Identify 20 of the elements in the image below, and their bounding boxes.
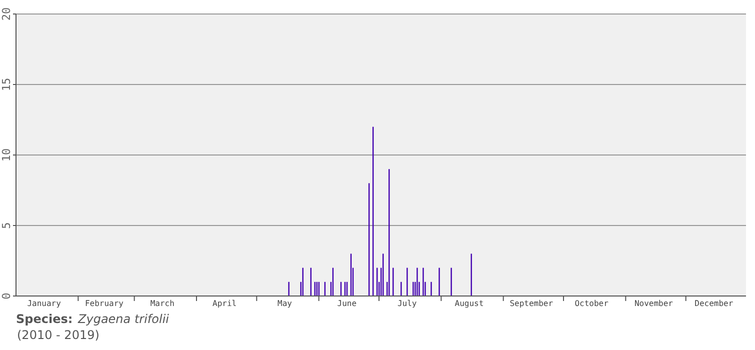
x-tick-label: June: [337, 299, 357, 308]
x-tick-label: January: [27, 299, 62, 308]
x-tick-label: July: [397, 299, 417, 308]
x-tick-label: April: [212, 299, 237, 308]
x-tick-label: March: [150, 299, 175, 308]
text: Zygaena trifolii: [77, 312, 170, 326]
x-tick-label: December: [694, 299, 734, 308]
x-tick-label: November: [634, 299, 674, 308]
y-tick-label: 0: [0, 292, 13, 300]
x-tick-label: August: [454, 299, 484, 308]
y-tick-label: 5: [0, 222, 13, 229]
y-tick-label: 20: [0, 7, 13, 21]
y-tick-label: 10: [0, 148, 13, 162]
text: Species:: [16, 312, 73, 326]
text: (2010 - 2019): [17, 328, 100, 342]
x-tick-label: October: [574, 299, 609, 308]
x-tick-label: February: [84, 299, 124, 308]
x-tick-label: May: [278, 299, 292, 308]
y-tick-label: 15: [0, 78, 13, 92]
x-tick-label: September: [510, 299, 554, 308]
